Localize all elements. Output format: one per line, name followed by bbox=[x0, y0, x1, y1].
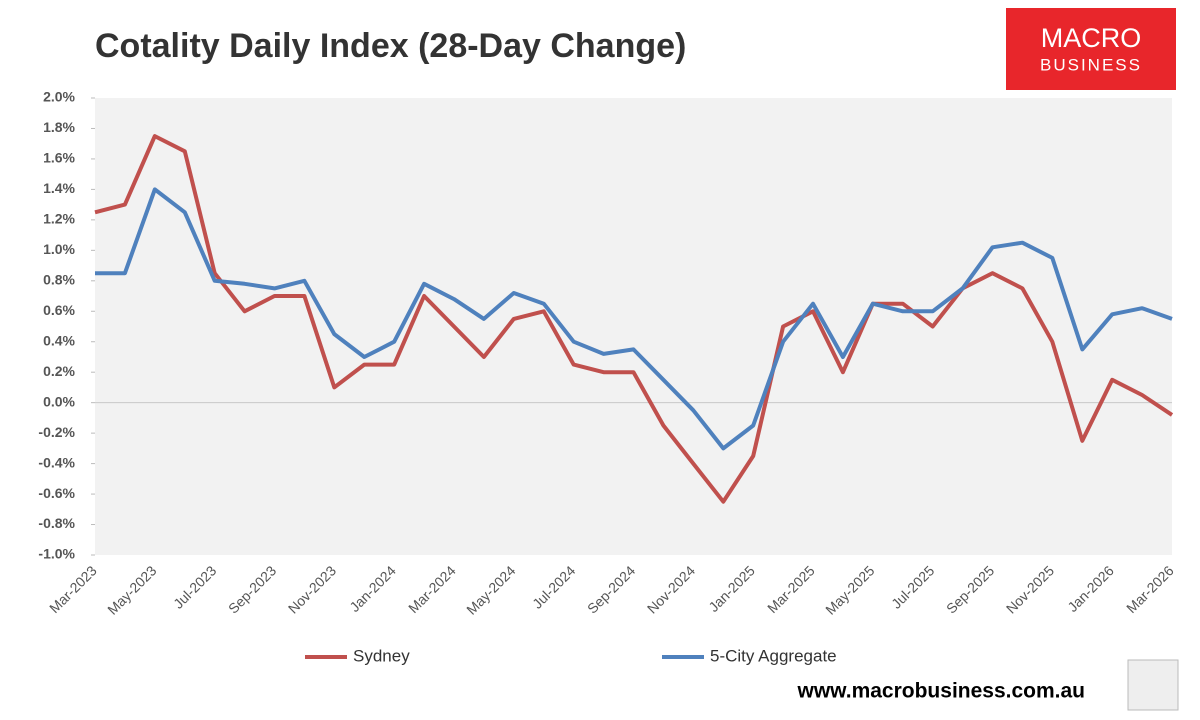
legend-label: 5-City Aggregate bbox=[710, 646, 837, 665]
x-tick-label: Sep-2025 bbox=[943, 562, 997, 616]
y-tick-label: 1.4% bbox=[43, 180, 75, 196]
y-tick-label: 0.8% bbox=[43, 272, 75, 288]
plot-area bbox=[95, 98, 1172, 555]
y-tick-label: -0.8% bbox=[38, 515, 75, 531]
logo-text: MACRO bbox=[1041, 23, 1142, 53]
x-tick-label: Mar-2026 bbox=[1123, 562, 1177, 616]
y-tick-label: 0.0% bbox=[43, 393, 75, 409]
y-tick-label: 1.8% bbox=[43, 119, 75, 135]
x-tick-label: Sep-2024 bbox=[584, 562, 638, 616]
x-tick-label: Jan-2025 bbox=[705, 562, 758, 615]
x-tick-label: Jan-2024 bbox=[346, 562, 399, 615]
x-tick-label: Jan-2026 bbox=[1064, 562, 1117, 615]
x-tick-label: Mar-2023 bbox=[46, 562, 100, 616]
y-tick-label: -0.4% bbox=[38, 454, 75, 470]
y-tick-label: -0.6% bbox=[38, 485, 75, 501]
source: www.macrobusiness.com.au bbox=[797, 680, 1085, 703]
x-tick-label: Mar-2025 bbox=[764, 562, 818, 616]
x-tick-label: Sep-2023 bbox=[225, 562, 279, 616]
x-tick-label: May-2023 bbox=[104, 562, 159, 617]
y-tick-label: 1.6% bbox=[43, 150, 75, 166]
series-line bbox=[95, 187, 1173, 451]
x-tick-label: Nov-2023 bbox=[285, 562, 339, 616]
x-tick-label: Nov-2025 bbox=[1003, 562, 1057, 616]
y-tick-label: 2.0% bbox=[43, 89, 75, 105]
y-tick-label: 0.6% bbox=[43, 302, 75, 318]
series-line bbox=[94, 134, 1174, 504]
x-tick-label: Jul-2023 bbox=[170, 562, 219, 611]
chart-title: Cotality Daily Index (28-Day Change) bbox=[95, 27, 686, 65]
logo-icon bbox=[1127, 659, 1179, 711]
y-tick-label: 0.2% bbox=[43, 363, 75, 379]
y-tick-label: 1.0% bbox=[43, 241, 75, 257]
y-tick-label: -1.0% bbox=[38, 546, 75, 562]
x-tick-label: Jul-2025 bbox=[888, 562, 937, 611]
legend-label: Sydney bbox=[353, 646, 410, 665]
x-tick-label: May-2024 bbox=[463, 562, 518, 617]
y-tick-label: 0.4% bbox=[43, 332, 75, 348]
logo-text: BUSINESS bbox=[1040, 55, 1142, 74]
x-tick-label: May-2025 bbox=[822, 562, 877, 617]
x-tick-label: Mar-2024 bbox=[405, 562, 459, 616]
logo-box bbox=[1006, 8, 1176, 90]
y-tick-label: -0.2% bbox=[38, 424, 75, 440]
y-tick-label: 1.2% bbox=[43, 211, 75, 227]
x-tick-label: Nov-2024 bbox=[644, 562, 698, 616]
x-tick-label: Jul-2024 bbox=[529, 562, 578, 611]
